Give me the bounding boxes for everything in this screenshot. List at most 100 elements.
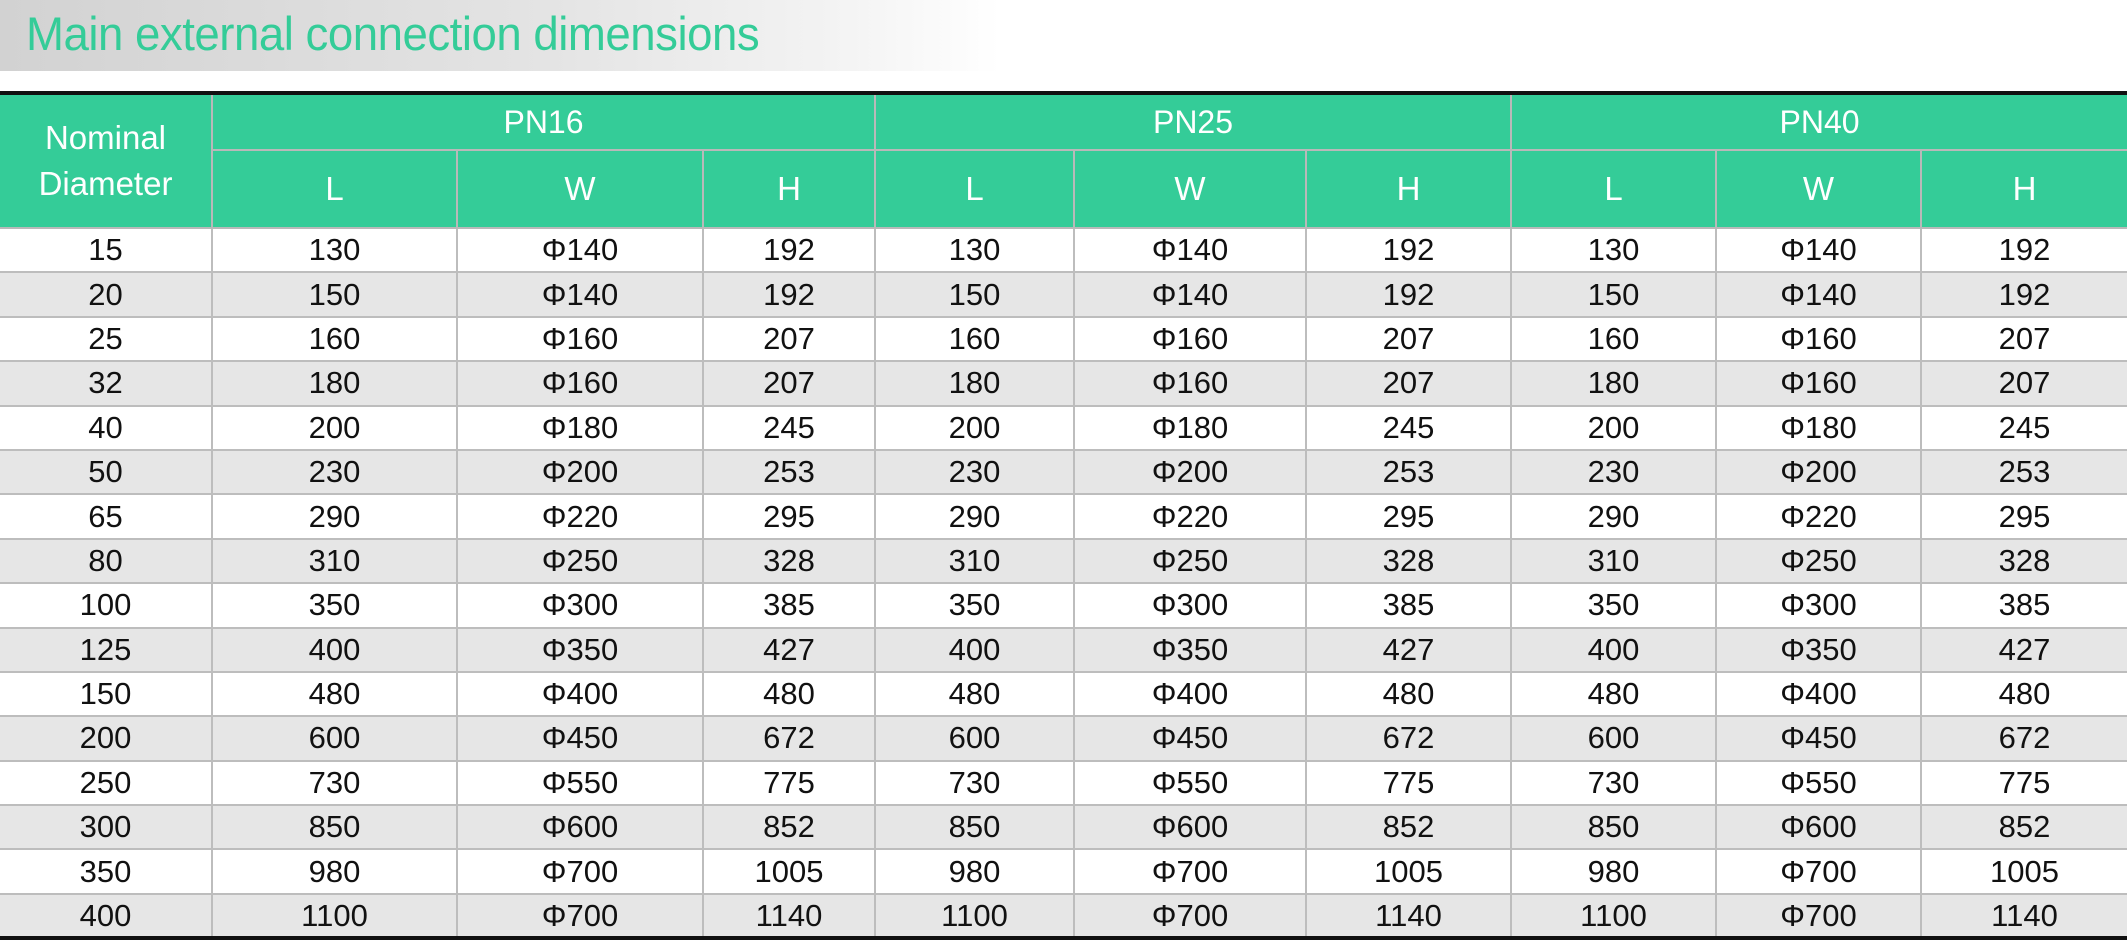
cell-pn40-w: Φ180 [1715, 404, 1922, 451]
cell-pn16-h: 295 [702, 493, 876, 540]
table-row: 32 180 Φ160 207 180 Φ160 207 180 Φ160 207 [0, 360, 2127, 407]
cell-pn16-w: Φ250 [456, 537, 704, 585]
cell-nominal-diameter: 65 [0, 493, 213, 540]
cell-pn25-l: 310 [874, 537, 1075, 585]
header-pn40-w: W [1715, 150, 1922, 229]
cell-pn16-w: Φ140 [456, 226, 704, 274]
cell-pn25-l: 730 [874, 759, 1075, 807]
table-bottom-rule [0, 936, 2127, 940]
table-row: 50 230 Φ200 253 230 Φ200 253 230 Φ200 253 [0, 448, 2127, 496]
cell-pn25-h: 427 [1305, 626, 1512, 673]
cell-pn16-h: 192 [702, 226, 876, 274]
cell-nominal-diameter: 15 [0, 226, 213, 274]
cell-pn25-w: Φ200 [1073, 448, 1307, 496]
cell-pn40-h: 295 [1919, 493, 2127, 540]
cell-pn25-h: 295 [1305, 493, 1512, 540]
header-pn16-l: L [211, 150, 458, 229]
cell-pn16-h: 207 [702, 360, 876, 407]
cell-pn40-w: Φ600 [1715, 804, 1922, 851]
cell-pn16-w: Φ700 [456, 848, 704, 895]
table-row: 15 130 Φ140 192 130 Φ140 192 130 Φ140 192 [0, 226, 2127, 274]
cell-pn25-h: 1005 [1305, 848, 1512, 895]
cell-pn16-l: 150 [211, 271, 458, 318]
cell-pn40-h: 1140 [1919, 892, 2127, 940]
cell-pn25-l: 150 [874, 271, 1075, 318]
cell-pn16-l: 480 [211, 670, 458, 718]
cell-pn25-h: 852 [1305, 804, 1512, 851]
cell-pn40-w: Φ300 [1715, 582, 1922, 629]
cell-pn40-l: 130 [1510, 226, 1717, 274]
cell-pn40-l: 290 [1510, 493, 1717, 540]
cell-pn25-l: 160 [874, 315, 1075, 363]
cell-nominal-diameter: 100 [0, 582, 213, 629]
table-row: 40 200 Φ180 245 200 Φ180 245 200 Φ180 245 [0, 404, 2127, 451]
cell-nominal-diameter: 40 [0, 404, 213, 451]
cell-pn40-l: 160 [1510, 315, 1717, 363]
cell-pn25-h: 207 [1305, 360, 1512, 407]
cell-pn40-l: 350 [1510, 582, 1717, 629]
cell-pn16-l: 130 [211, 226, 458, 274]
cell-pn16-l: 850 [211, 804, 458, 851]
cell-pn16-w: Φ550 [456, 759, 704, 807]
cell-pn25-h: 1140 [1305, 892, 1512, 940]
cell-pn40-l: 180 [1510, 360, 1717, 407]
cell-nominal-diameter: 200 [0, 715, 213, 762]
cell-nominal-diameter: 80 [0, 537, 213, 585]
table-row: 25 160 Φ160 207 160 Φ160 207 160 Φ160 207 [0, 315, 2127, 363]
cell-pn16-h: 328 [702, 537, 876, 585]
cell-pn16-w: Φ450 [456, 715, 704, 762]
cell-pn40-w: Φ700 [1715, 848, 1922, 895]
table-row: 150 480 Φ400 480 480 Φ400 480 480 Φ400 480 [0, 670, 2127, 718]
cell-pn25-h: 385 [1305, 582, 1512, 629]
cell-pn25-w: Φ700 [1073, 892, 1307, 940]
cell-pn16-w: Φ400 [456, 670, 704, 718]
cell-pn16-w: Φ140 [456, 271, 704, 318]
table-row: 125 400 Φ350 427 400 Φ350 427 400 Φ350 427 [0, 626, 2127, 673]
cell-pn16-l: 600 [211, 715, 458, 762]
cell-pn40-w: Φ550 [1715, 759, 1922, 807]
header-pn16-h: H [702, 150, 876, 229]
dimensions-table: Nominal Diameter PN16 PN25 PN40 L W H L … [0, 95, 2127, 940]
cell-pn40-w: Φ250 [1715, 537, 1922, 585]
cell-nominal-diameter: 32 [0, 360, 213, 407]
cell-pn16-h: 1140 [702, 892, 876, 940]
cell-pn16-w: Φ160 [456, 360, 704, 407]
cell-pn40-l: 480 [1510, 670, 1717, 718]
cell-pn40-w: Φ160 [1715, 360, 1922, 407]
cell-pn25-h: 253 [1305, 448, 1512, 496]
cell-pn16-l: 400 [211, 626, 458, 673]
cell-pn25-w: Φ160 [1073, 315, 1307, 363]
cell-pn16-w: Φ160 [456, 315, 704, 363]
cell-pn25-w: Φ700 [1073, 848, 1307, 895]
cell-pn16-h: 427 [702, 626, 876, 673]
cell-pn40-h: 328 [1919, 537, 2127, 585]
cell-pn16-w: Φ200 [456, 448, 704, 496]
cell-pn25-h: 192 [1305, 271, 1512, 318]
title-band: Main external connection dimensions [0, 0, 1000, 71]
cell-pn25-h: 328 [1305, 537, 1512, 585]
cell-pn25-h: 775 [1305, 759, 1512, 807]
cell-nominal-diameter: 25 [0, 315, 213, 363]
cell-pn25-l: 1100 [874, 892, 1075, 940]
cell-pn16-h: 480 [702, 670, 876, 718]
cell-pn25-w: Φ140 [1073, 271, 1307, 318]
cell-pn16-w: Φ350 [456, 626, 704, 673]
cell-nominal-diameter: 150 [0, 670, 213, 718]
cell-pn16-l: 980 [211, 848, 458, 895]
table-row: 250 730 Φ550 775 730 Φ550 775 730 Φ550 775 [0, 759, 2127, 807]
cell-pn16-l: 310 [211, 537, 458, 585]
header-group-pn40: PN40 [1509, 95, 2127, 151]
cell-nominal-diameter: 300 [0, 804, 213, 851]
table-row: 100 350 Φ300 385 350 Φ300 385 350 Φ300 385 [0, 582, 2127, 629]
cell-pn25-l: 130 [874, 226, 1075, 274]
cell-pn16-h: 775 [702, 759, 876, 807]
cell-pn40-w: Φ700 [1715, 892, 1922, 940]
cell-pn16-l: 350 [211, 582, 458, 629]
cell-pn25-l: 290 [874, 493, 1075, 540]
cell-pn25-l: 200 [874, 404, 1075, 451]
table-row: 400 1100 Φ700 1140 1100 Φ700 1140 1100 Φ700 1140 [0, 892, 2127, 940]
cell-pn40-h: 192 [1919, 226, 2127, 274]
header-nominal-diameter: Nominal Diameter [0, 95, 213, 229]
cell-pn25-h: 192 [1305, 226, 1512, 274]
cell-pn16-h: 385 [702, 582, 876, 629]
